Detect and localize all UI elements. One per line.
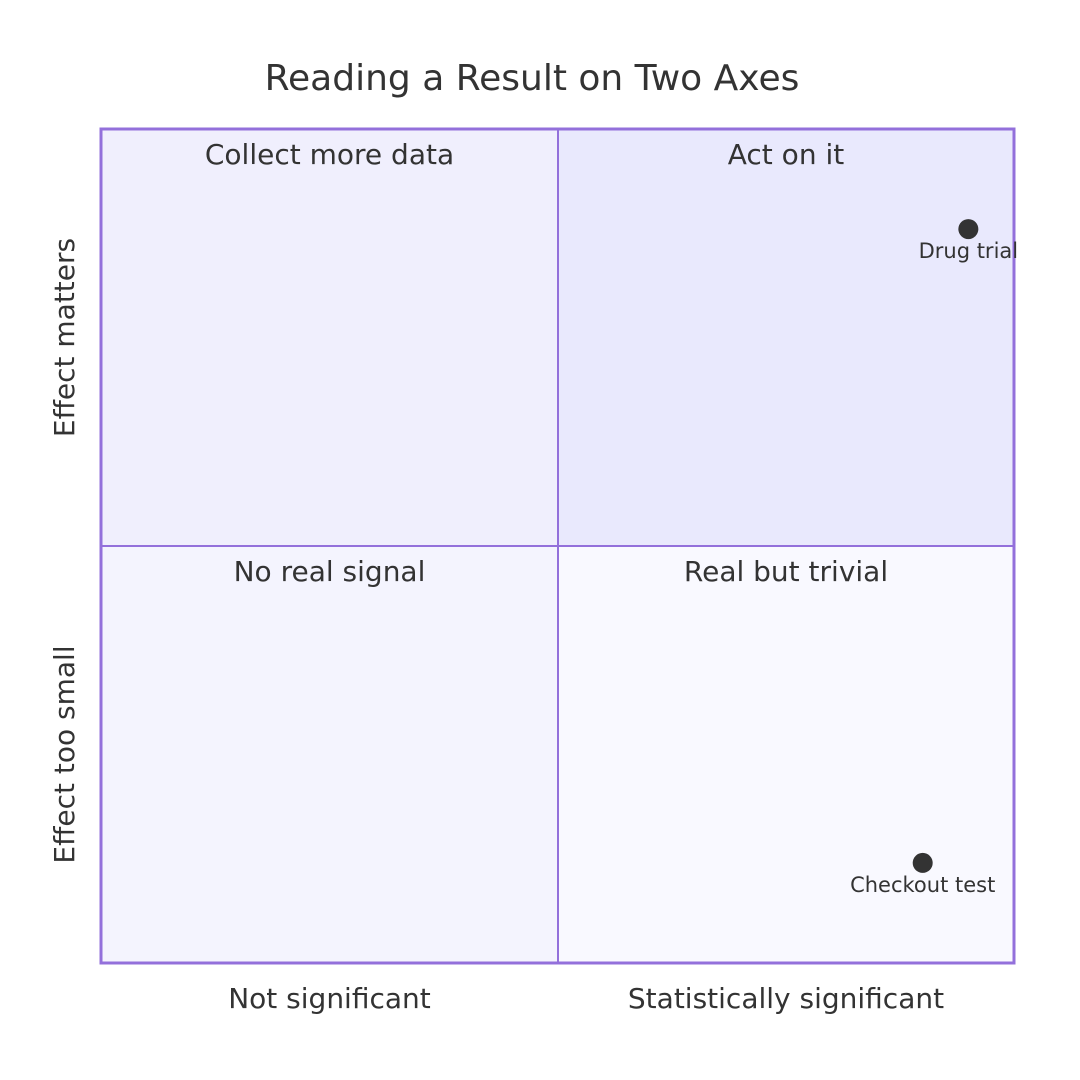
quadrant-label-top-left: Collect more data: [205, 138, 454, 171]
data-point: Checkout test: [850, 852, 995, 897]
data-point: Drug trial: [919, 219, 1019, 263]
quadrant-label-bottom-right: Real but trivial: [684, 555, 888, 588]
y-axis-label-low: Effect too small: [48, 645, 81, 863]
plot-border: [99, 127, 1016, 965]
quadrant-bottom-left: [101, 546, 558, 963]
quadrant-top-left: [101, 129, 558, 546]
data-point-label: Checkout test: [850, 873, 995, 897]
chart-title: Reading a Result on Two Axes: [265, 58, 800, 99]
quadrant-label-top-right: Act on it: [728, 138, 844, 171]
data-point-marker: [958, 219, 979, 240]
quadrant-label-bottom-left: No real signal: [234, 555, 426, 588]
quadrant-bottom-right: [558, 546, 1014, 963]
data-points: Drug trial Checkout test: [850, 219, 1018, 897]
data-point-marker: [912, 852, 933, 873]
x-axis-label-low: Not significant: [228, 982, 431, 1015]
y-axis-label-high: Effect matters: [48, 238, 81, 437]
quadrant-top-right: [558, 129, 1014, 546]
data-point-label: Drug trial: [919, 239, 1019, 263]
x-axis-label-high: Statistically significant: [628, 982, 944, 1015]
